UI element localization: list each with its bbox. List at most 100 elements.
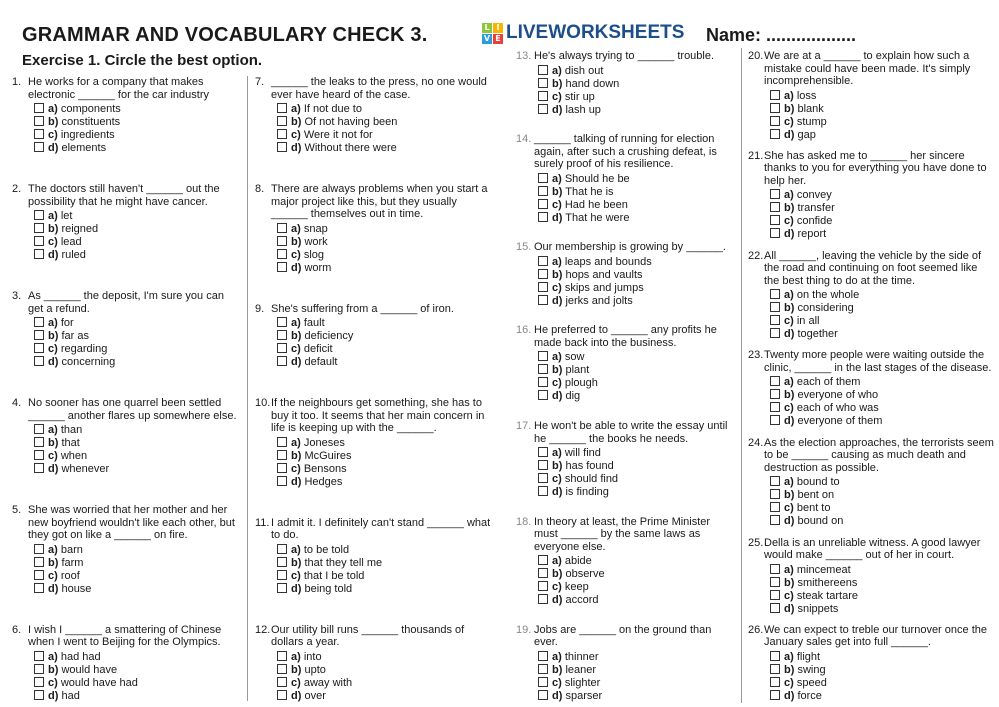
answer-option[interactable]: d) over: [277, 689, 495, 703]
answer-option[interactable]: b) work: [277, 235, 495, 249]
checkbox[interactable]: [34, 343, 44, 354]
answer-option[interactable]: b) that: [34, 437, 242, 450]
answer-option[interactable]: c) ingredients: [34, 129, 242, 142]
checkbox[interactable]: [770, 402, 780, 413]
answer-option[interactable]: b) upto: [277, 663, 495, 677]
checkbox[interactable]: [538, 594, 548, 605]
answer-option[interactable]: d) force: [770, 689, 994, 703]
answer-option[interactable]: a) flight: [770, 650, 994, 664]
checkbox[interactable]: [34, 463, 44, 474]
answer-option[interactable]: d) lash up: [538, 103, 734, 117]
checkbox[interactable]: [770, 602, 780, 613]
answer-option[interactable]: d) jerks and jolts: [538, 294, 734, 308]
answer-option[interactable]: a) let: [34, 210, 242, 223]
answer-option[interactable]: c) in all: [770, 315, 994, 328]
checkbox[interactable]: [770, 589, 780, 600]
checkbox[interactable]: [277, 103, 287, 113]
checkbox[interactable]: [538, 64, 548, 75]
answer-option[interactable]: b) Of not having been: [277, 116, 495, 129]
checkbox[interactable]: [538, 650, 548, 661]
answer-option[interactable]: b) transfer: [770, 202, 994, 215]
checkbox[interactable]: [277, 343, 287, 354]
answer-option[interactable]: d) sparser: [538, 689, 734, 703]
answer-option[interactable]: a) sow: [538, 351, 734, 364]
answer-option[interactable]: a) leaps and bounds: [538, 255, 734, 269]
answer-option[interactable]: d) dig: [538, 390, 734, 403]
answer-option[interactable]: d) is finding: [538, 486, 734, 499]
checkbox[interactable]: [770, 102, 780, 113]
checkbox[interactable]: [770, 689, 780, 700]
checkbox[interactable]: [277, 356, 287, 367]
checkbox[interactable]: [770, 576, 780, 587]
answer-option[interactable]: d) Hedges: [277, 475, 495, 489]
checkbox[interactable]: [538, 351, 548, 362]
checkbox[interactable]: [770, 663, 780, 674]
checkbox[interactable]: [34, 317, 44, 328]
answer-option[interactable]: a) for: [34, 317, 242, 330]
checkbox[interactable]: [538, 689, 548, 700]
answer-option[interactable]: a) loss: [770, 89, 994, 103]
answer-option[interactable]: a) barn: [34, 543, 242, 557]
answer-option[interactable]: a) into: [277, 650, 495, 664]
answer-option[interactable]: c) slog: [277, 248, 495, 262]
answer-option[interactable]: c) confide: [770, 215, 994, 228]
answer-option[interactable]: b) has found: [538, 460, 734, 473]
checkbox[interactable]: [538, 676, 548, 687]
answer-option[interactable]: d) Without there were: [277, 142, 495, 155]
answer-option[interactable]: b) plant: [538, 364, 734, 377]
checkbox[interactable]: [277, 248, 287, 259]
answer-option[interactable]: b) far as: [34, 330, 242, 343]
answer-option[interactable]: c) regarding: [34, 343, 242, 356]
answer-option[interactable]: d) accord: [538, 594, 734, 607]
checkbox[interactable]: [770, 128, 780, 139]
answer-option[interactable]: b) bent on: [770, 489, 994, 502]
checkbox[interactable]: [770, 215, 780, 226]
answer-option[interactable]: c) Had he been: [538, 198, 734, 212]
checkbox[interactable]: [538, 486, 548, 497]
checkbox[interactable]: [34, 356, 44, 367]
checkbox[interactable]: [34, 582, 44, 593]
answer-option[interactable]: a) abide: [538, 555, 734, 568]
checkbox[interactable]: [770, 228, 780, 239]
answer-option[interactable]: c) slighter: [538, 676, 734, 690]
checkbox[interactable]: [277, 330, 287, 341]
checkbox[interactable]: [538, 198, 548, 209]
checkbox[interactable]: [34, 249, 44, 260]
checkbox[interactable]: [770, 563, 780, 574]
checkbox[interactable]: [34, 223, 44, 234]
answer-option[interactable]: a) Joneses: [277, 436, 495, 450]
checkbox[interactable]: [277, 222, 287, 233]
checkbox[interactable]: [34, 450, 44, 461]
checkbox[interactable]: [34, 210, 44, 221]
checkbox[interactable]: [538, 103, 548, 114]
answer-option[interactable]: a) on the whole: [770, 289, 994, 302]
answer-option[interactable]: c) should find: [538, 473, 734, 486]
answer-option[interactable]: c) steak tartare: [770, 589, 994, 603]
answer-option[interactable]: b) hand down: [538, 77, 734, 91]
checkbox[interactable]: [770, 502, 780, 513]
checkbox[interactable]: [538, 377, 548, 388]
answer-option[interactable]: a) fault: [277, 317, 495, 330]
answer-option[interactable]: c) stir up: [538, 90, 734, 104]
answer-option[interactable]: d) ruled: [34, 249, 242, 262]
checkbox[interactable]: [277, 116, 287, 126]
answer-option[interactable]: c) speed: [770, 676, 994, 690]
answer-option[interactable]: a) dish out: [538, 64, 734, 78]
checkbox[interactable]: [538, 77, 548, 88]
checkbox[interactable]: [770, 289, 780, 300]
checkbox[interactable]: [34, 116, 44, 126]
checkbox[interactable]: [34, 142, 44, 152]
answer-option[interactable]: c) stump: [770, 115, 994, 129]
answer-option[interactable]: c) deficit: [277, 343, 495, 356]
checkbox[interactable]: [770, 389, 780, 400]
answer-option[interactable]: c) Bensons: [277, 462, 495, 476]
answer-option[interactable]: c) when: [34, 450, 242, 463]
answer-option[interactable]: a) bound to: [770, 476, 994, 489]
checkbox[interactable]: [538, 364, 548, 375]
checkbox[interactable]: [770, 302, 780, 313]
checkbox[interactable]: [770, 376, 780, 387]
checkbox[interactable]: [277, 676, 287, 687]
checkbox[interactable]: [277, 462, 287, 473]
answer-option[interactable]: b) constituents: [34, 116, 242, 129]
name-field[interactable]: Name: ..................: [706, 25, 857, 45]
